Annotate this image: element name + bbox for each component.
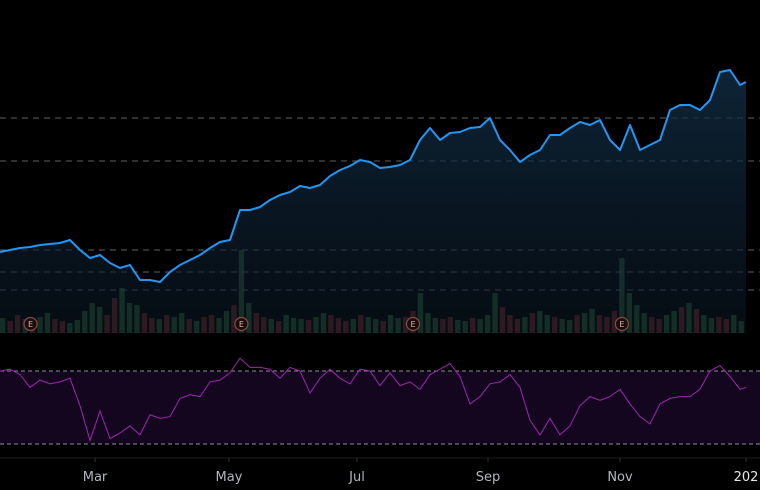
earnings-label: E xyxy=(619,320,624,329)
rsi-band-background xyxy=(0,371,760,444)
x-tick-label: Jul xyxy=(348,470,365,485)
price-pane xyxy=(0,69,747,333)
time-axis: Mar May Jul Sep Nov 202 xyxy=(83,458,759,485)
x-tick-label: May xyxy=(216,470,243,485)
x-tick-label: 202 xyxy=(734,470,759,485)
earnings-icon xyxy=(614,316,629,332)
earnings-icon xyxy=(234,316,249,332)
x-tick-label: Sep xyxy=(476,470,501,485)
rsi-line xyxy=(0,357,747,443)
earnings-marker[interactable]: E xyxy=(614,316,629,332)
earnings-marker[interactable]: E xyxy=(234,316,249,332)
earnings-label: E xyxy=(410,320,415,329)
price-area-fill xyxy=(0,70,746,333)
price-line xyxy=(0,69,747,283)
x-tick-label: Mar xyxy=(83,470,108,485)
earnings-icon xyxy=(23,316,38,332)
x-tick-label: Nov xyxy=(607,470,633,485)
earnings-label: E xyxy=(239,320,244,329)
earnings-label: E xyxy=(28,320,33,329)
rsi-pane xyxy=(0,357,760,445)
earnings-marker[interactable]: E xyxy=(405,316,421,332)
earnings-marker[interactable]: E xyxy=(23,316,38,332)
earnings-icon xyxy=(405,316,421,332)
